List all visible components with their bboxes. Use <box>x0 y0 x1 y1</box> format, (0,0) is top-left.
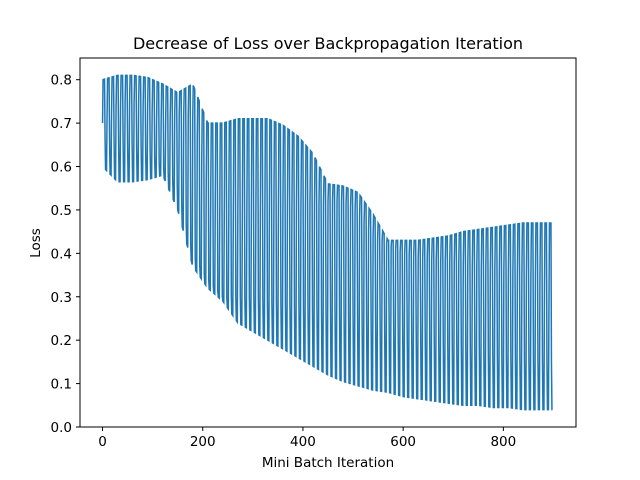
y-tick-label: 0.8 <box>51 73 72 89</box>
y-tick-label: 0.2 <box>51 333 72 349</box>
chart-title: Decrease of Loss over Backpropagation It… <box>133 34 523 53</box>
y-tick-label: 0.6 <box>51 160 72 176</box>
y-axis-label: Loss <box>28 228 44 258</box>
y-tick-label: 0.3 <box>51 290 72 306</box>
x-tick-label: 400 <box>290 434 316 450</box>
y-tick-label: 0.4 <box>51 246 72 262</box>
x-axis-ticks: 0 200 400 600 800 <box>98 427 516 450</box>
y-tick-label: 0.7 <box>51 116 72 132</box>
x-tick-label: 600 <box>390 434 416 450</box>
y-tick-label: 0.0 <box>51 420 72 436</box>
x-tick-label: 0 <box>98 434 107 450</box>
x-tick-label: 800 <box>490 434 516 450</box>
x-axis-label: Mini Batch Iteration <box>262 455 394 471</box>
y-tick-label: 0.1 <box>51 377 72 393</box>
y-axis-ticks: 0.0 0.1 0.2 0.3 0.4 0.5 0.6 0.7 0.8 <box>51 73 80 436</box>
x-tick-label: 200 <box>190 434 216 450</box>
loss-series-line <box>101 74 553 411</box>
plot-frame <box>79 57 577 428</box>
series-layer <box>101 74 553 411</box>
y-tick-label: 0.5 <box>51 203 72 219</box>
